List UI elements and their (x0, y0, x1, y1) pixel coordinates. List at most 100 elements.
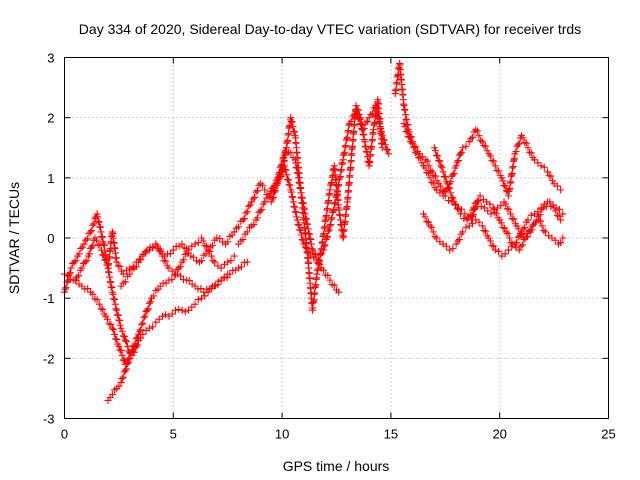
data-point (365, 114, 373, 122)
data-point (327, 221, 335, 229)
data-point (447, 189, 455, 197)
data-point (328, 214, 336, 222)
data-point (553, 182, 561, 190)
data-point (537, 204, 545, 212)
data-point (347, 117, 355, 125)
series-track-8 (391, 60, 567, 242)
data-point (515, 139, 523, 147)
data-point (217, 264, 225, 272)
data-point (297, 226, 305, 234)
data-point (349, 112, 357, 120)
data-point (145, 324, 153, 332)
data-point (457, 150, 465, 158)
data-point (152, 318, 160, 326)
data-point (191, 300, 199, 308)
data-point (378, 144, 386, 152)
data-point (492, 209, 500, 217)
data-point (527, 211, 535, 219)
data-point (185, 277, 193, 285)
data-point (319, 246, 327, 254)
data-point (493, 166, 501, 174)
data-point (510, 215, 518, 223)
data-point (469, 133, 476, 141)
data-point (478, 138, 486, 146)
data-point (143, 306, 151, 314)
data-point (155, 315, 163, 323)
data-point (78, 264, 86, 272)
data-point (410, 144, 418, 152)
data-point (438, 163, 446, 171)
data-point (516, 232, 524, 240)
data-point (512, 148, 520, 156)
data-point (300, 205, 308, 213)
data-point (309, 246, 317, 254)
data-point (201, 292, 209, 300)
data-point (121, 278, 129, 286)
data-point (495, 247, 503, 255)
data-point (355, 115, 363, 123)
data-point (272, 187, 280, 195)
data-point (449, 245, 457, 253)
data-point (299, 236, 307, 244)
data-point (117, 324, 125, 332)
data-point (406, 138, 414, 146)
data-point (280, 162, 288, 170)
data-point (324, 227, 332, 235)
data-point (267, 198, 275, 206)
data-point (306, 252, 314, 260)
data-point (504, 229, 512, 237)
data-point (524, 216, 532, 224)
data-point (380, 136, 388, 144)
data-point (441, 173, 449, 181)
data-point (277, 172, 285, 180)
data-point (123, 365, 131, 373)
data-point (121, 336, 129, 344)
data-point (426, 222, 434, 230)
data-point (89, 290, 97, 298)
data-point (245, 202, 253, 210)
data-point (304, 220, 312, 228)
data-point (285, 181, 293, 189)
data-point (486, 152, 494, 160)
data-point (198, 234, 206, 242)
data-point (286, 181, 294, 189)
data-point (422, 156, 430, 164)
data-point (83, 235, 91, 243)
data-point (297, 231, 305, 239)
data-point (156, 245, 164, 253)
data-point (330, 206, 338, 214)
data-point (287, 188, 295, 196)
data-point (217, 276, 225, 284)
data-point (540, 163, 548, 171)
data-point (524, 144, 532, 152)
data-point (273, 181, 281, 189)
data-point (115, 342, 123, 350)
data-point (430, 144, 438, 152)
data-point (72, 257, 80, 265)
data-point (116, 346, 124, 354)
data-point (527, 226, 535, 234)
data-points (61, 60, 567, 404)
data-point (420, 210, 428, 218)
data-point (385, 150, 393, 158)
data-point (146, 298, 154, 306)
data-point (175, 305, 183, 313)
data-point (497, 202, 505, 210)
data-point (108, 390, 116, 398)
data-point (62, 284, 70, 292)
data-point (469, 220, 476, 228)
data-point (316, 250, 324, 258)
data-point (505, 205, 513, 213)
data-point (130, 348, 138, 356)
data-point (102, 312, 110, 320)
data-point (442, 242, 450, 250)
data-point (475, 132, 483, 140)
series-track-2 (61, 258, 251, 368)
data-point (165, 264, 173, 272)
data-point (178, 306, 186, 314)
data-point (527, 149, 535, 157)
data-point (293, 216, 301, 224)
data-point (517, 242, 525, 250)
data-point (198, 257, 206, 265)
data-point (321, 241, 329, 249)
